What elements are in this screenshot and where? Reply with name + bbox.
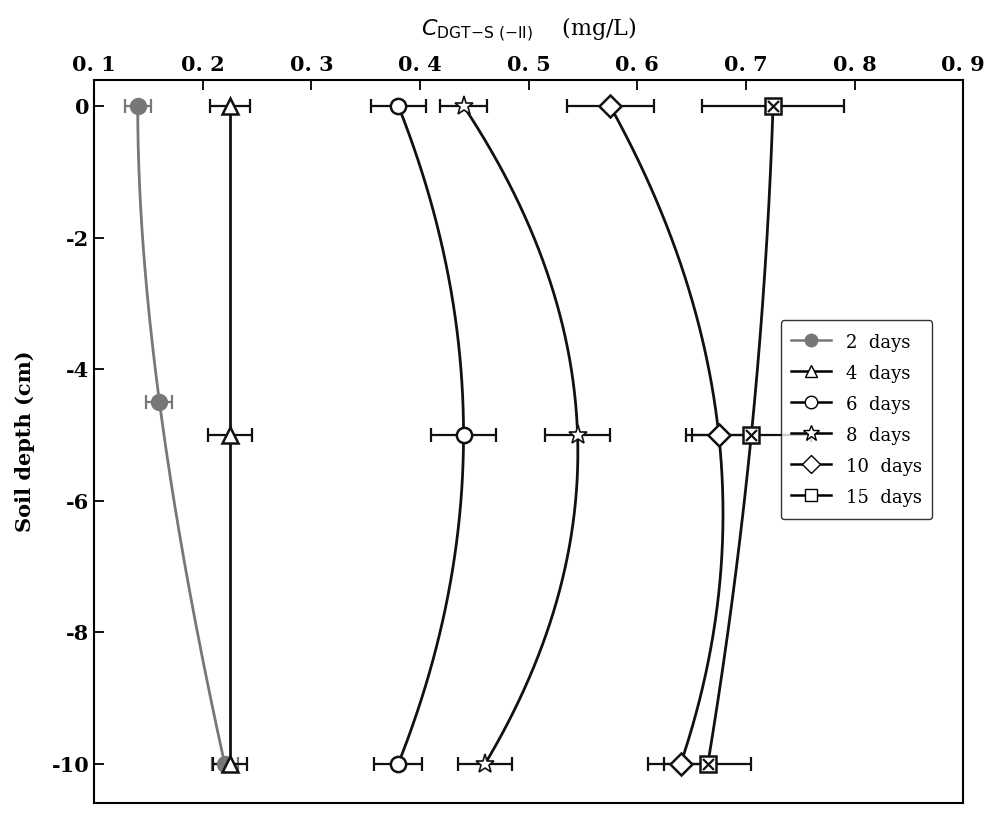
Title: $\mathit{C}_{\mathrm{DGT{-}S\ ({-}II)}}$    (mg/L): $\mathit{C}_{\mathrm{DGT{-}S\ ({-}II)}}$… [421, 15, 637, 43]
Y-axis label: Soil depth (cm): Soil depth (cm) [15, 351, 35, 532]
Legend: 2  days, 4  days, 6  days, 8  days, 10  days, 15  days: 2 days, 4 days, 6 days, 8 days, 10 days,… [781, 320, 932, 519]
